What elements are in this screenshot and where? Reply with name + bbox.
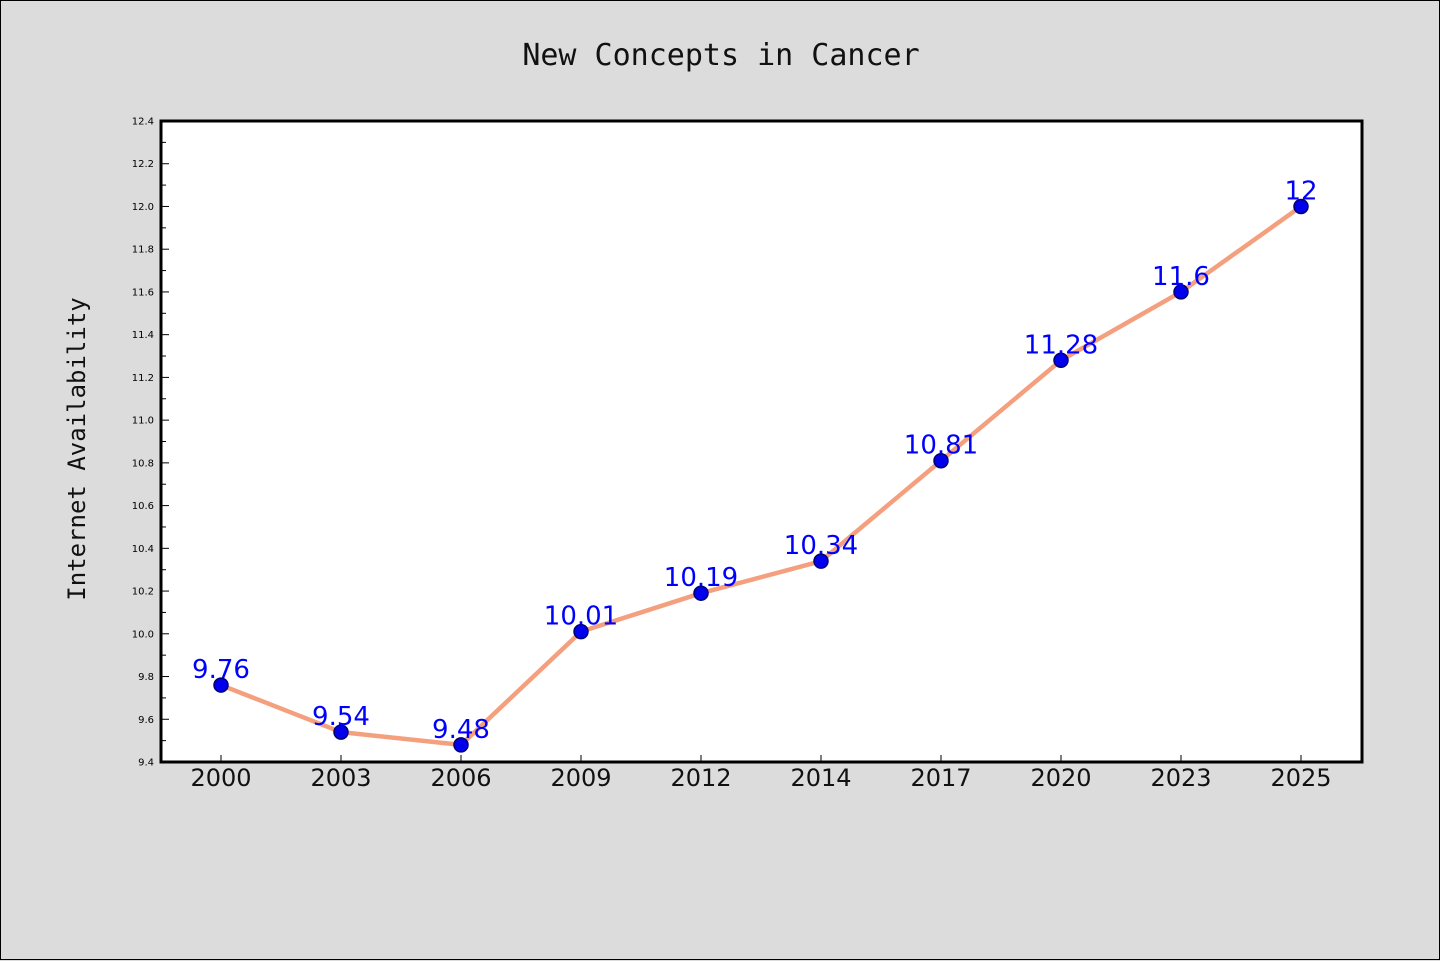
y-axis-label: Internet Availability [63,297,91,600]
data-point-marker [1173,284,1189,300]
y-tick-label: 9.6 [138,715,154,726]
plot-frame [159,119,1364,764]
data-label: 10.19 [664,563,738,593]
y-tick-label: 11.8 [132,245,154,256]
series-line-group [213,198,1309,753]
data-label: 10.81 [904,431,978,461]
plot-area [161,121,1362,762]
data-point-marker [1293,198,1309,215]
y-tick-label: 10.4 [132,544,154,555]
x-tick-label: 2014 [790,764,851,792]
y-tick-label: 10.8 [132,458,154,469]
y-tick-label: 10.0 [132,629,154,640]
data-label: 9.48 [432,715,490,745]
data-label: 11.6 [1152,262,1210,292]
x-tick-label: 2020 [1030,764,1091,792]
y-tick-label: 10.6 [132,501,154,512]
data-label: 9.76 [192,655,250,685]
data-labels-group: 9.76 9.54 9.48 10.01 10.19 10.34 10.81 11.28 11.… [192,176,1317,744]
x-tick-label: 2000 [190,764,251,792]
data-label: 10.34 [784,531,858,561]
y-axis-ticks: 9.4 9.6 9.8 10.0 10.2 10.4 10.6 10.8 11.0 11.2 11.… [132,117,169,769]
y-tick-label: 11.0 [132,416,154,427]
x-tick-label: 2006 [430,764,491,792]
x-tick-label: 2012 [670,764,731,792]
chart-title: New Concepts in Cancer [522,38,919,73]
data-label: 11.28 [1024,330,1098,360]
x-tick-label: 2025 [1270,764,1331,792]
y-tick-label: 10.2 [132,587,154,598]
series-line [218,204,1304,748]
data-point-marker [213,677,229,693]
data-point-marker [1053,352,1069,369]
y-tick-label: 12.2 [132,159,154,170]
data-point-marker [933,452,949,469]
x-tick-label: 2017 [910,764,971,792]
x-axis-ticks: 2000 2003 2006 2009 2012 2014 2017 2020 2023 2025 [190,755,1332,792]
x-tick-label: 2003 [310,764,371,792]
data-label: 10.01 [544,602,618,632]
data-label: 12 [1284,176,1317,206]
y-tick-label: 12.0 [132,202,154,213]
x-tick-label: 2023 [1150,764,1211,792]
y-tick-label: 9.4 [138,758,154,769]
y-tick-label: 9.8 [138,672,154,683]
data-point-marker [573,623,589,640]
y-tick-label: 12.4 [132,117,154,128]
data-point-marker [333,724,349,740]
x-tick-label: 2009 [550,764,611,792]
data-point-marker [693,585,709,601]
data-label: 9.54 [312,702,370,732]
data-point-marker [813,553,829,569]
y-tick-label: 11.2 [132,373,154,384]
y-tick-label: 11.4 [132,330,154,341]
data-point-marker [453,737,469,753]
y-tick-label: 11.6 [132,287,154,298]
